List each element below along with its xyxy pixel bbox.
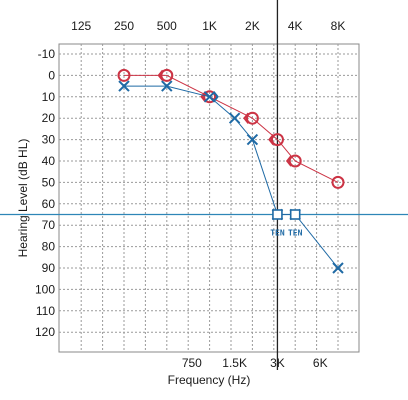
point-circle (203, 90, 217, 104)
point-x (332, 262, 344, 274)
y-tick-label: 100 (35, 282, 55, 296)
point-bracket-left (268, 133, 275, 146)
y-tick-label: 120 (35, 325, 55, 339)
reference-lines (0, 0, 408, 370)
y-tick-label: 80 (42, 240, 56, 254)
y-tick-label: 0 (48, 68, 55, 82)
y-tick-label: 20 (42, 111, 56, 125)
grid (59, 44, 359, 352)
y-tick-label: 60 (42, 197, 56, 211)
point-circle (160, 68, 174, 82)
data-series (117, 68, 345, 274)
point-bracket-right (212, 91, 219, 103)
y-tick-label: 30 (42, 133, 56, 147)
bottom-tick-label: 3K (270, 356, 285, 370)
point-bracket-left (200, 91, 207, 103)
y-axis-label: Hearing Level (dB HL) (16, 139, 30, 258)
y-tick-label: -10 (38, 47, 56, 61)
y-tick-label: 40 (42, 154, 56, 168)
point-circle (331, 175, 345, 189)
top-tick-label: 125 (71, 19, 91, 33)
point-x (118, 80, 130, 92)
point-circle (245, 111, 259, 125)
annotations: TEN TEN (270, 229, 302, 238)
point-circle (270, 133, 284, 147)
point-bracket-left (285, 155, 292, 167)
y-tick-label: 50 (42, 175, 56, 189)
top-tick-label: 250 (114, 19, 134, 33)
point-square (289, 209, 301, 220)
y-tick-label: 10 (42, 90, 56, 104)
x-axis-label: Frequency (Hz) (168, 373, 251, 387)
point-x (161, 80, 173, 92)
tick-labels: -10 0 10 20 30 40 50 60 70 80 90 100 110 120 125 250 500… (35, 19, 345, 370)
top-tick-label: 2K (245, 19, 260, 33)
point-circle (117, 68, 131, 82)
top-tick-label: 500 (157, 19, 177, 33)
y-tick-label: 70 (42, 218, 56, 232)
annotation-label: TEN (288, 229, 303, 238)
point-bracket-left (243, 112, 250, 124)
top-tick-label: 1K (202, 19, 217, 33)
point-circle (288, 154, 302, 168)
annotation-label: TEN (270, 229, 285, 238)
bottom-tick-label: 6K (313, 356, 328, 370)
point-bracket-left (157, 69, 164, 82)
bottom-tick-label: 750 (182, 356, 202, 370)
point-x (246, 133, 259, 146)
top-tick-label: 8K (331, 19, 346, 33)
point-x (228, 112, 241, 124)
plot-area (58, 43, 360, 353)
top-tick-label: 4K (288, 19, 303, 33)
series-line (124, 74, 339, 183)
bottom-tick-label: 1.5K (222, 356, 247, 370)
y-tick-label: 90 (42, 261, 56, 275)
y-tick-label: 110 (36, 304, 55, 318)
point-square (272, 209, 283, 220)
point-x (203, 91, 216, 103)
